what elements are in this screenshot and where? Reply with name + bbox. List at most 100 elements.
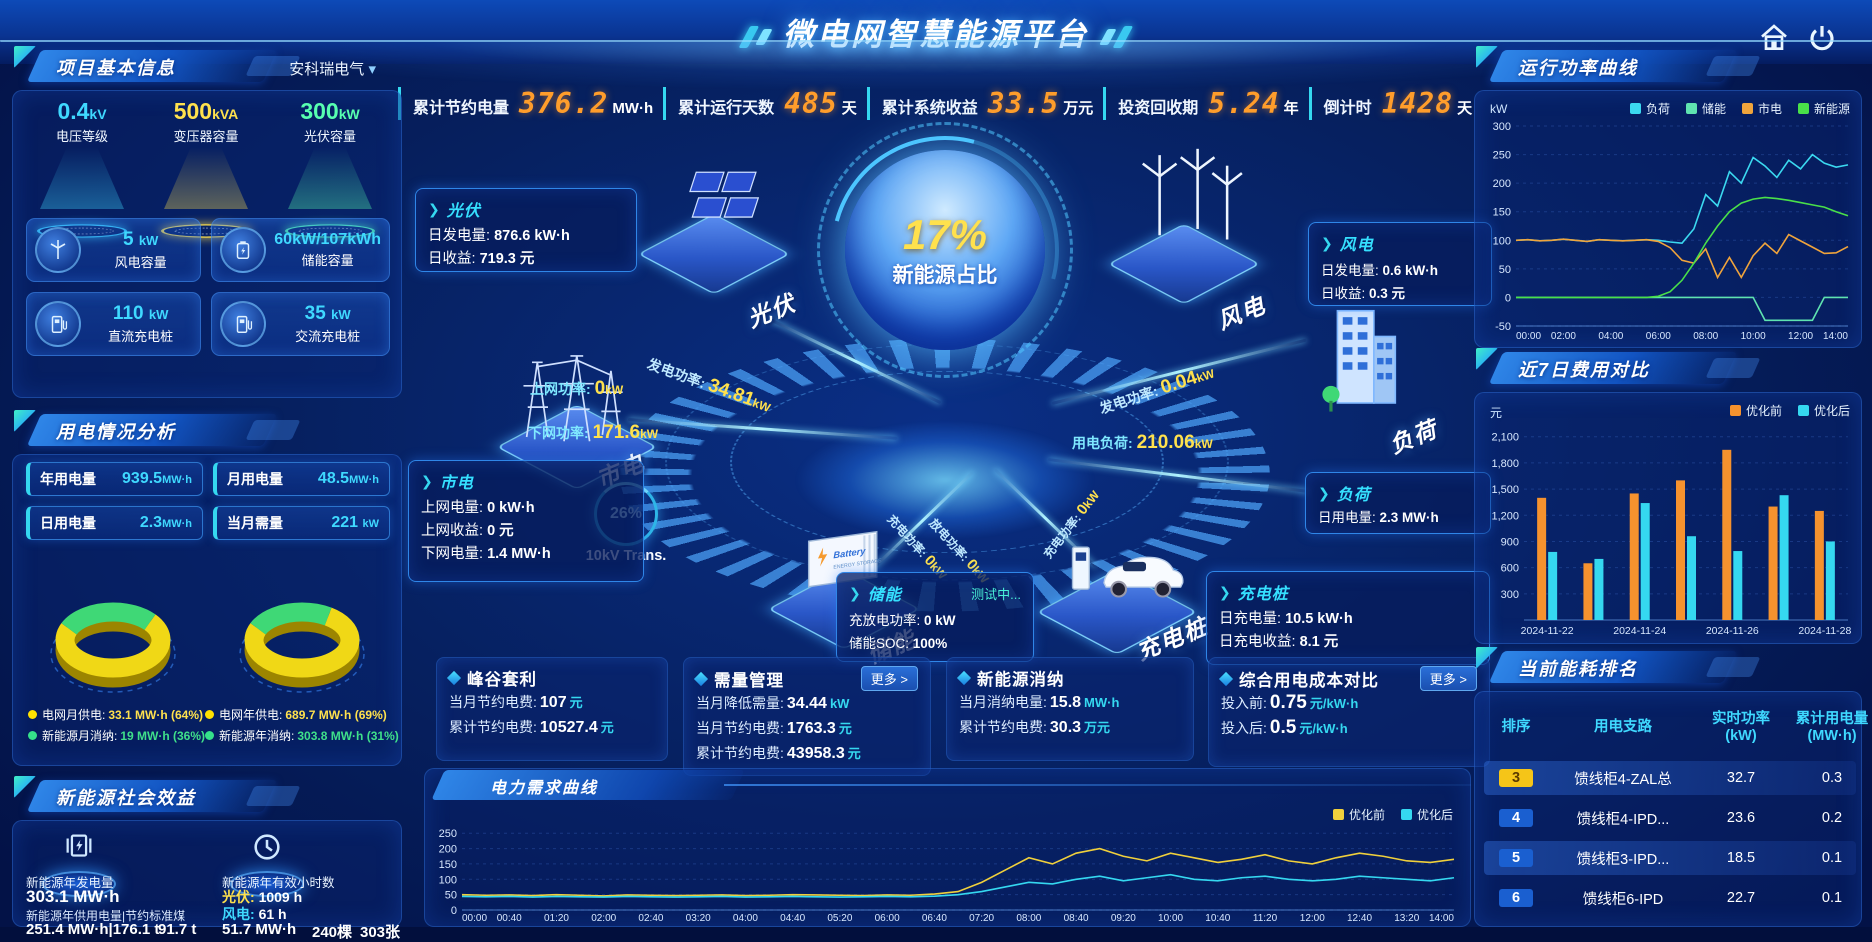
ranking-table-header: 排序 用电支路 实时功率 (kW) 累计用电量 (MW·h): [1484, 707, 1869, 744]
ranking-cell: 22.7: [1726, 890, 1756, 906]
svg-text:2,100: 2,100: [1491, 432, 1519, 444]
stat-payback-period: 投资回收期 5.24 年: [1103, 86, 1299, 120]
svg-text:12:00: 12:00: [1300, 913, 1325, 924]
pv-node-label: 光伏: [743, 289, 800, 333]
legend-item[interactable]: 优化前: [1332, 806, 1385, 823]
legend-swatch-icon: [1685, 103, 1697, 114]
effective-hours-label: 新能源年有效小时数: [222, 876, 335, 890]
panel-title: 用电情况分析: [56, 422, 176, 442]
legend-item[interactable]: 新能源: [1797, 100, 1850, 117]
panel-title: 运行功率曲线: [1518, 58, 1638, 78]
energy-generation-icon: [42, 830, 116, 897]
legend-swatch-icon: [1629, 103, 1641, 114]
project-selector-dropdown[interactable]: 安科瑞电气 ▾: [289, 61, 376, 78]
svg-text:02:40: 02:40: [638, 913, 663, 924]
svg-text:01:20: 01:20: [544, 913, 569, 924]
power-chart-ylabel: kW: [1490, 102, 1508, 116]
ranking-table-row[interactable]: 5 馈线柜3-IPD... 18.5 0.1: [1484, 841, 1856, 875]
panel-title: 新能源社会效益: [56, 788, 196, 808]
ranking-column-header: 实时功率 (kW): [1712, 711, 1770, 744]
svg-text:08:00: 08:00: [1016, 913, 1041, 924]
svg-text:08:00: 08:00: [1693, 331, 1718, 342]
svg-text:50: 50: [445, 890, 457, 902]
wind-info-box: ❯ 风电 日发电量: 0.6 kW·h 日收益: 0.3 元: [1308, 222, 1492, 306]
diamond-bullet-icon: [693, 671, 709, 686]
wind-node-label: 风电: [1213, 291, 1270, 335]
legend-item[interactable]: 优化后: [1400, 806, 1453, 823]
ranking-table-row[interactable]: 3 馈线柜4-ZAL总 32.7 0.3: [1484, 761, 1856, 795]
svg-text:200: 200: [439, 844, 457, 856]
peak-valley-arbitrage-box: 峰谷套利 当月节约电费: 107 元 累计节约电费: 10527.4 元: [436, 657, 668, 761]
ranking-cell: 18.5: [1726, 850, 1756, 866]
svg-text:100: 100: [439, 874, 457, 886]
storage-status-badge: 测试中...: [971, 586, 1021, 602]
ranking-column-header: 排序: [1501, 719, 1531, 735]
legend-item[interactable]: 优化前: [1729, 402, 1782, 419]
building-icon: [1318, 300, 1404, 423]
stat-countdown: 倒计时 1428 天: [1308, 86, 1472, 120]
svg-text:02:00: 02:00: [591, 913, 616, 924]
svg-text:09:20: 09:20: [1111, 913, 1136, 924]
svg-text:04:00: 04:00: [733, 913, 758, 924]
chevron-right-icon: ❯: [849, 584, 861, 601]
legend-item[interactable]: 市电: [1741, 100, 1782, 117]
yearly-generation-value: 303.1 MW·h: [26, 887, 120, 906]
legend-swatch-icon: [1332, 809, 1344, 820]
svg-text:150: 150: [1493, 207, 1511, 219]
svg-text:12:00: 12:00: [1788, 331, 1813, 342]
yearly-generation-label: 新能源年发电量: [26, 876, 114, 890]
home-icon[interactable]: [1758, 22, 1792, 56]
chevron-right-icon: ❯: [1318, 484, 1330, 501]
ranking-table-body: 3 馈线柜4-ZAL总 32.7 0.3 4 馈线柜4-IPD... 23.6 0.2 5 馈线柜…: [1484, 755, 1856, 915]
pile-info-box: ❯ 充电桩 日充电量: 10.5 kW·h 日充电收益: 8.1 元: [1206, 571, 1490, 665]
ac-charger-card: 35 kW 交流充电桩: [211, 292, 390, 356]
svg-text:1,200: 1,200: [1491, 510, 1519, 522]
svg-text:2024-11-26: 2024-11-26: [1706, 625, 1759, 637]
grid-info-box: ❯ 市电 上网电量: 0 kW·h 上网收益: 0 元 下网电量: 1.4 MW·…: [408, 460, 644, 582]
svg-text:06:40: 06:40: [922, 913, 947, 924]
ranking-table-row[interactable]: 6 馈线柜6-IPD 22.7 0.1: [1484, 881, 1856, 915]
power-icon[interactable]: [1806, 22, 1840, 56]
panel-corner-icon: [1476, 647, 1498, 669]
legend-item[interactable]: 负荷: [1629, 100, 1670, 117]
svg-text:02:00: 02:00: [1551, 331, 1576, 342]
legend-item[interactable]: 优化后: [1797, 402, 1850, 419]
cost-bar-chart: 2,100 1,800 1,500 1,200 900 600 300 2024-11-22 2…: [1491, 432, 1851, 637]
svg-text:300: 300: [1493, 121, 1511, 133]
battery-icon: [220, 227, 267, 273]
cost-chart-legend: 优化前 优化后: [1729, 402, 1850, 419]
stat-running-days: 累计运行天数 485 天: [663, 86, 857, 120]
usage-analysis-panel: 用电情况分析 年用电量 939.5MW·h 月用电量 48.5MW·h 日用电量 2.…: [12, 410, 402, 766]
panel-title: 电力需求曲线: [490, 780, 599, 797]
svg-text:00:00: 00:00: [462, 913, 487, 924]
ranking-cell: 馈线柜4-IPD...: [1576, 811, 1670, 828]
feed-in-power-flow: 上网功率: 0kW: [530, 378, 624, 399]
svg-text:250: 250: [1493, 150, 1511, 162]
cost-comparison-more-button[interactable]: 更多 >: [1419, 666, 1477, 691]
svg-text:00:00: 00:00: [1516, 331, 1541, 342]
panel-corner-icon: [14, 776, 36, 798]
svg-text:14:00: 14:00: [1429, 913, 1454, 924]
yearly-usage-chip: 年用电量 939.5MW·h: [26, 462, 203, 496]
demand-management-more-button[interactable]: 更多 >: [860, 666, 918, 691]
svg-text:2024-11-22: 2024-11-22: [1521, 625, 1574, 637]
svg-text:03:20: 03:20: [686, 913, 711, 924]
chevron-right-icon: ❯: [421, 472, 433, 489]
legend-swatch-icon: [1797, 405, 1809, 416]
ev-charging-icon: [1062, 528, 1188, 607]
ranking-table-row[interactable]: 4 馈线柜4-IPD... 23.6 0.2: [1484, 801, 1856, 835]
legend-item[interactable]: 储能: [1685, 100, 1726, 117]
svg-text:Battery: Battery: [833, 546, 866, 561]
benefits-frag-coal: 91.7 t: [158, 921, 197, 938]
svg-text:2024-11-28: 2024-11-28: [1798, 625, 1851, 637]
legend-swatch-icon: [1797, 103, 1809, 114]
page-title: 微电网智慧能源平台: [738, 9, 1134, 54]
legend-renewable-month: 新能源月消纳: 19 MW·h (36%): [28, 727, 205, 744]
ranking-cell: 0.3: [1821, 770, 1843, 786]
pv-hours-value: 光伏: 1009 h: [222, 889, 303, 905]
benefits-frag-grid: 51.7 MW·h: [222, 921, 297, 938]
svg-text:250: 250: [439, 828, 457, 840]
load-power-flow: 用电负荷: 210.06kW: [1072, 432, 1213, 453]
renewable-share-core: 17% 新能源占比: [789, 94, 1101, 406]
ranking-cell: 馈线柜4-ZAL总: [1574, 771, 1672, 788]
